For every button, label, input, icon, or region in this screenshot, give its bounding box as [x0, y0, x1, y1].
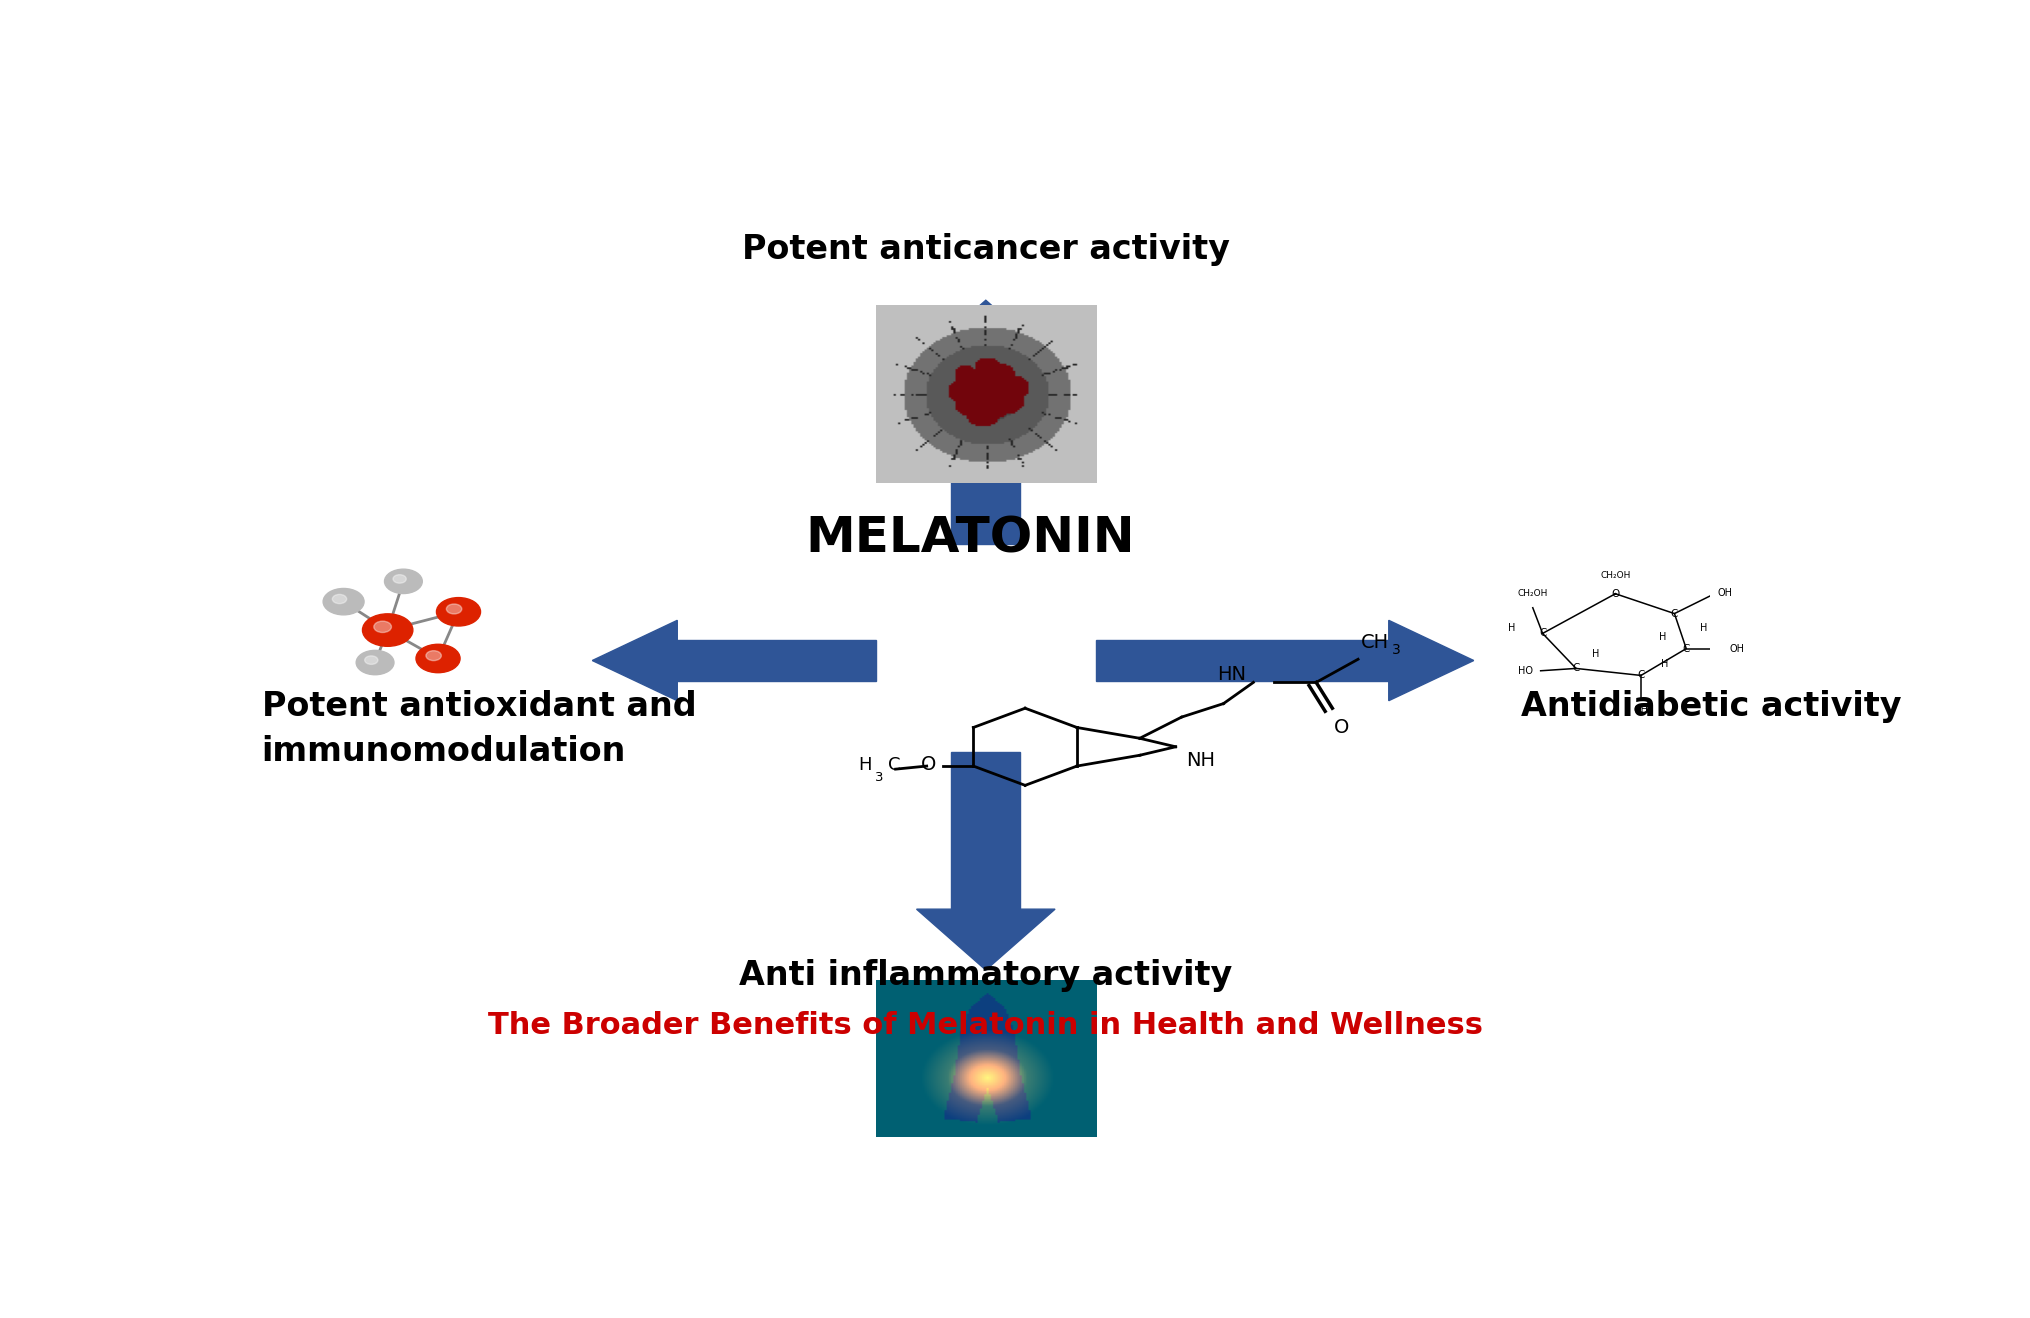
Text: immunomodulation: immunomodulation — [262, 735, 625, 768]
Circle shape — [374, 621, 392, 633]
Text: Potent antioxidant and: Potent antioxidant and — [262, 689, 696, 722]
Circle shape — [323, 588, 363, 614]
Text: MELATONIN: MELATONIN — [804, 515, 1135, 563]
Text: CH: CH — [1360, 633, 1389, 651]
Circle shape — [394, 575, 406, 583]
Circle shape — [384, 569, 422, 593]
Polygon shape — [1096, 641, 1389, 680]
Circle shape — [361, 614, 412, 646]
Circle shape — [426, 651, 441, 660]
Text: NH: NH — [1186, 751, 1214, 771]
Circle shape — [365, 656, 378, 664]
Circle shape — [333, 594, 347, 604]
Text: The Broader Benefits of Melatonin in Health and Wellness: The Broader Benefits of Melatonin in Hea… — [487, 1011, 1482, 1040]
Polygon shape — [676, 641, 875, 680]
Text: O: O — [1334, 718, 1348, 737]
Circle shape — [436, 597, 481, 626]
Polygon shape — [950, 361, 1019, 544]
Circle shape — [355, 650, 394, 675]
Text: O: O — [920, 755, 936, 774]
Text: HN: HN — [1216, 666, 1246, 684]
Circle shape — [447, 604, 461, 614]
Text: Antidiabetic activity: Antidiabetic activity — [1520, 689, 1900, 722]
Text: 3: 3 — [1391, 643, 1401, 656]
Text: Potent anticancer activity: Potent anticancer activity — [741, 233, 1228, 266]
Text: 3: 3 — [875, 771, 883, 784]
Circle shape — [416, 645, 461, 672]
Polygon shape — [1389, 621, 1474, 701]
Text: C: C — [887, 757, 899, 774]
Polygon shape — [593, 621, 676, 701]
Text: H: H — [859, 755, 871, 774]
Text: Anti inflammatory activity: Anti inflammatory activity — [739, 958, 1232, 991]
Polygon shape — [950, 751, 1019, 909]
Polygon shape — [916, 301, 1054, 361]
Polygon shape — [916, 909, 1054, 970]
